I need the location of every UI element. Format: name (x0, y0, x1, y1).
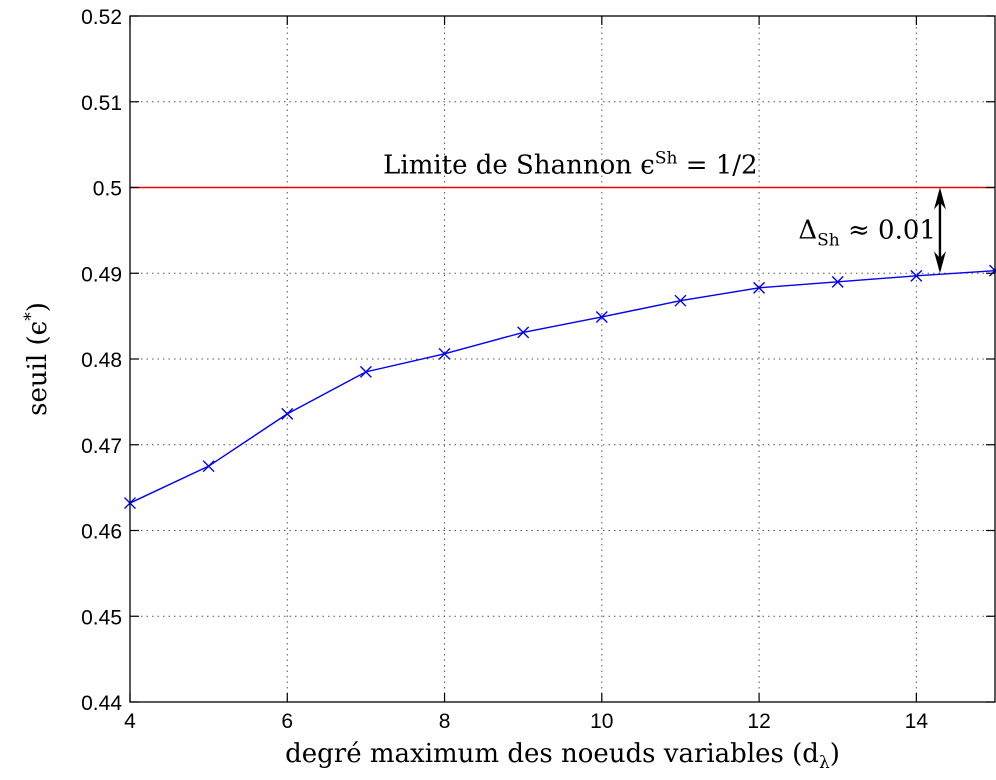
data-series (124, 264, 996, 510)
delta-label: ΔSh ≈ 0.01 (798, 215, 936, 250)
x-axis-label-close: ) (830, 739, 840, 769)
y-axis-label-main: seuil (ϵ (23, 321, 53, 416)
y-tick-label-7: 0.51 (81, 92, 122, 115)
data-point-0-7 (674, 294, 687, 307)
x-tick-label-3: 10 (590, 710, 613, 733)
x-tick-label-1: 6 (281, 710, 293, 733)
grid-lines (129, 15, 995, 703)
plot-frame (129, 15, 996, 703)
x-axis-label-sub: λ (819, 753, 830, 773)
y-tick-label-0: 0.44 (81, 692, 122, 715)
series-line-0 (129, 269, 996, 504)
y-tick-label-6: 0.5 (93, 178, 122, 201)
y-axis-label-close: ) (23, 302, 53, 312)
y-tick-label-4: 0.48 (81, 349, 122, 372)
y-tick-label-8: 0.52 (81, 6, 122, 29)
data-point-0-10 (910, 269, 923, 282)
delta-label-rest: ≈ 0.01 (840, 215, 936, 245)
data-point-0-6 (595, 310, 608, 323)
y-tick-label-2: 0.46 (81, 521, 122, 544)
delta-annotation (933, 187, 946, 274)
data-point-0-5 (517, 326, 530, 339)
delta-arrow-head-top (933, 187, 946, 210)
x-axis-label-main: degré maximum des noeuds variables (d (285, 739, 819, 769)
shannon-limit-label: Limite de Shannon ϵSh = 1/2 (383, 149, 758, 181)
shannon-limit-label-rest: = 1/2 (677, 151, 757, 181)
data-point-0-4 (438, 347, 451, 360)
data-point-0-9 (831, 275, 844, 288)
x-tick-label-4: 12 (747, 710, 770, 733)
data-point-0-8 (753, 281, 766, 294)
x-tick-label-2: 8 (439, 710, 451, 733)
y-tick-label-1: 0.45 (81, 606, 122, 629)
y-axis-label-sup: * (21, 312, 41, 321)
data-point-0-3 (359, 365, 372, 378)
delta-label-main: Δ (798, 215, 817, 245)
y-tick-label-5: 0.49 (81, 263, 122, 286)
x-axis-label: degré maximum des noeuds variables (dλ) (285, 739, 840, 773)
delta-label-sub: Sh (817, 230, 840, 250)
y-tick-label-3: 0.47 (81, 435, 122, 458)
data-point-0-2 (281, 407, 294, 420)
x-tick-label-5: 14 (905, 710, 929, 733)
shannon-limit-label-main: Limite de Shannon ϵ (383, 151, 655, 181)
data-point-0-1 (202, 460, 215, 473)
x-tick-label-0: 4 (124, 710, 136, 733)
y-axis-label: seuil (ϵ*) (21, 302, 53, 416)
shannon-limit-label-sup: Sh (655, 149, 678, 169)
delta-arrow-head-bottom (933, 251, 946, 274)
axis-ticks: 4 6 8 10 12 14 0.44 0.45 0.46 0.47 0.48 0.49 0.5 0.51… (81, 6, 995, 733)
